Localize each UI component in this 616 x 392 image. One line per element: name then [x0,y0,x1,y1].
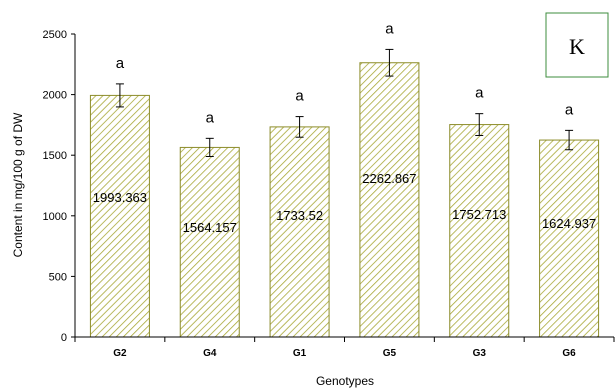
bar [269,126,330,338]
x-axis-title: Genotypes [316,374,374,388]
data-label: 1993.363 [93,190,147,205]
y-tick-label: 0 [61,332,67,344]
y-tick-label: 2500 [43,29,67,41]
x-tick-label: G5 [383,348,397,359]
y-axis-title: Content in mg/100 g of DW [11,112,25,257]
bar [359,62,420,338]
error-bars-group [115,48,574,158]
data-label: 1624.937 [542,216,596,231]
bar [179,146,240,338]
panel-label: K [569,34,585,59]
data-label: 1733.52 [276,208,323,223]
x-tick-label: G2 [113,348,127,359]
y-ticks-group: 0 500 1000 1500 2000 2500 [43,29,75,344]
bars-group [89,62,600,338]
x-tick-label: G3 [473,348,487,359]
data-label: 1564.157 [183,220,237,235]
bar [539,139,600,338]
significance-letter: a [295,88,304,105]
panel-label-box [545,12,609,78]
significance-letter: a [206,109,215,126]
x-tick-label: G6 [562,348,576,359]
significance-letter: a [565,101,574,118]
data-labels-group: 1993.363 1564.157 1733.52 2262.867 1752.713 1… [93,171,596,235]
y-tick-label: 2000 [43,90,67,102]
significance-letter: a [385,20,394,37]
x-tick-label: G1 [293,348,307,359]
significance-letter: a [116,55,125,72]
significance-letter: a [475,85,484,102]
x-tick-label: G4 [203,348,217,359]
bar [89,94,150,338]
y-tick-label: 1000 [43,211,67,223]
y-tick-label: 1500 [43,150,67,162]
data-label: 2262.867 [362,171,416,186]
data-label: 1752.713 [452,207,506,222]
x-ticks-group: G2 G4 G1 G5 G3 G6 [74,337,615,359]
significance-letters-group: a a a a a a [116,20,574,126]
y-tick-label: 500 [49,271,67,283]
bar [449,124,510,338]
